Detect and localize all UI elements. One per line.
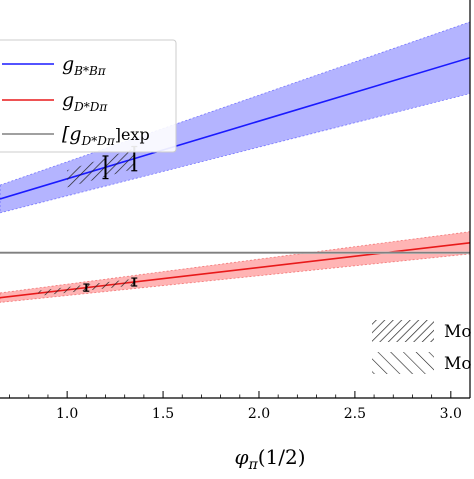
hatch-swatch-1 bbox=[372, 352, 434, 374]
plot-area bbox=[0, 21, 470, 303]
x-tick-label-4: 3.0 bbox=[440, 406, 462, 422]
hatched-region-0 bbox=[67, 148, 135, 188]
x-tick-label-3: 2.5 bbox=[344, 406, 366, 422]
x-tick-label-1: 1.5 bbox=[152, 406, 174, 422]
x-tick-label-2: 2.0 bbox=[248, 406, 270, 422]
hatch-label-0: Mo bbox=[444, 322, 472, 342]
x-axis-label: φπ(1/2) bbox=[234, 445, 305, 473]
legend-label-2: [gD*Dπ]exp bbox=[62, 123, 150, 148]
hatch-swatch-0 bbox=[372, 320, 434, 342]
legend-label-1: gD*Dπ bbox=[62, 89, 108, 114]
legend-box bbox=[0, 39, 177, 153]
x-tick-label-0: 1.0 bbox=[56, 406, 78, 422]
hatch-label-1: Mo bbox=[444, 354, 472, 374]
legend: gB*Bπ gD*Dπ [gD*Dπ]exp Mo Mo bbox=[0, 39, 472, 374]
legend-label-0: gB*Bπ bbox=[62, 53, 107, 78]
